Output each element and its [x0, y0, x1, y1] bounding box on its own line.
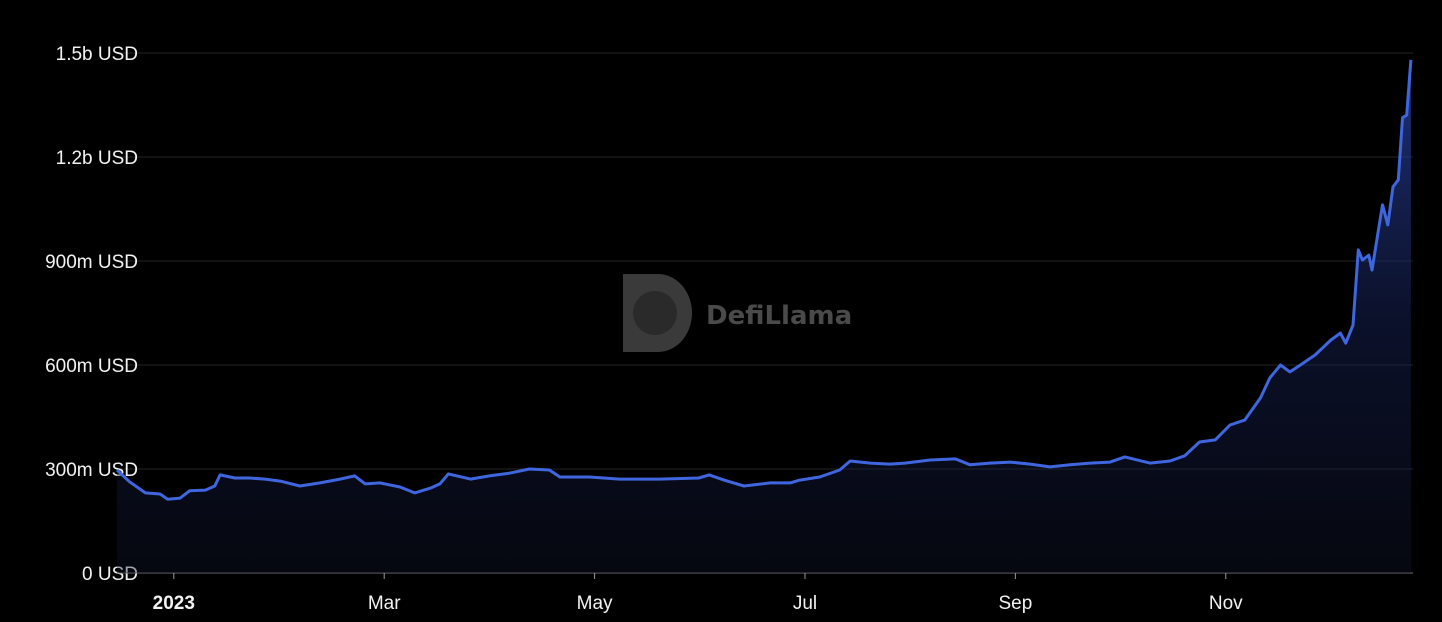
x-tick-label: May — [577, 593, 613, 614]
line — [115, 59, 1413, 501]
x-tick-label: 2023 — [153, 593, 195, 614]
x-tick-label: Mar — [368, 593, 401, 614]
y-tick-label: 600m USD — [45, 356, 138, 377]
area-fill — [117, 59, 1411, 573]
watermark-text: DefiLlama — [706, 301, 852, 331]
x-tick-label: Jul — [793, 593, 817, 614]
y-tick-label: 1.2b USD — [56, 148, 138, 169]
x-tick-label: Nov — [1209, 593, 1243, 614]
y-tick-label: 300m USD — [45, 460, 138, 481]
watermark: DefiLlama — [623, 274, 852, 352]
y-tick-label: 1.5b USD — [56, 44, 138, 65]
x-tick-label: Sep — [998, 593, 1032, 614]
y-tick-label: 900m USD — [45, 252, 138, 273]
watermark-logo-face — [633, 291, 677, 335]
